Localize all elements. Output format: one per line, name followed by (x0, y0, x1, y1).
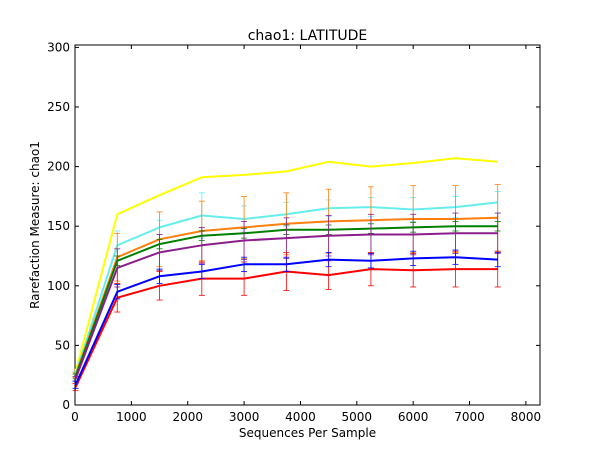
x-tick-label: 4000 (285, 410, 316, 424)
y-tick-label: 200 (47, 160, 70, 174)
series-line (74, 232, 498, 380)
series-group (72, 157, 501, 392)
y-tick-label: 300 (47, 40, 70, 54)
x-tick-label: 5000 (342, 410, 373, 424)
x-tick-label: 7000 (454, 410, 485, 424)
y-tick-label: 100 (47, 279, 70, 293)
y-axis-label: Rarefaction Measure: chao1 (28, 141, 42, 309)
x-tick-label: 8000 (511, 410, 542, 424)
chart-title: chao1: LATITUDE (248, 28, 368, 44)
x-tick-label: 1000 (116, 410, 147, 424)
plot-area (74, 44, 541, 406)
plot-frame (74, 44, 541, 406)
x-axis: 0 1000 2000 3000 4000 5000 6000 7000 8000 (71, 45, 541, 424)
series-line (74, 256, 498, 386)
x-tick-label: 6000 (398, 410, 429, 424)
x-tick-label: 0 (71, 410, 79, 424)
x-tick-label: 2000 (172, 410, 203, 424)
y-tick-label: 250 (47, 100, 70, 114)
series-7 (72, 249, 501, 389)
x-tick-label: 3000 (229, 410, 260, 424)
y-tick-label: 0 (62, 398, 70, 412)
y-tick-label: 150 (47, 219, 70, 233)
y-tick-label: 50 (55, 338, 70, 352)
series-line (74, 157, 498, 372)
x-axis-label: Sequences Per Sample (239, 426, 376, 440)
y-axis: 0 50 100 150 200 250 300 (47, 40, 540, 412)
